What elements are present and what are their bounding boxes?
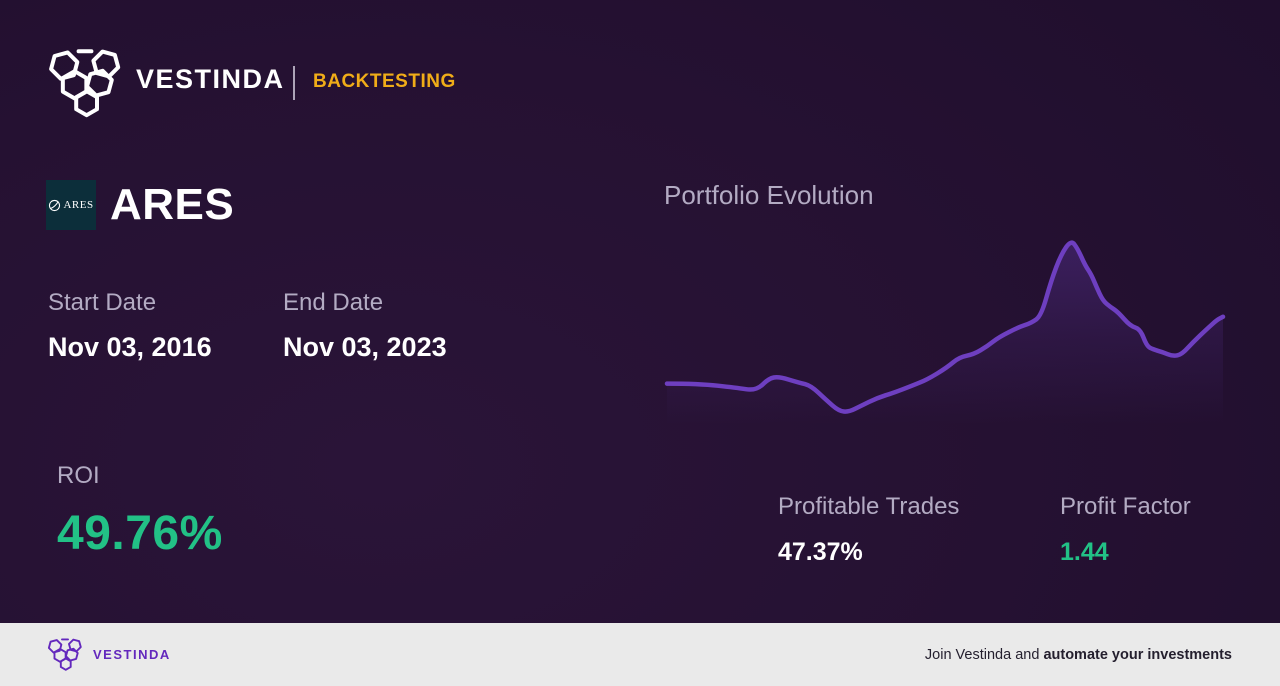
chart-line [664,240,1226,414]
footer-cta-bold: automate your investments [1043,646,1232,663]
portfolio-evolution-chart [664,228,1226,440]
roi-block: ROI 49.76% [57,462,223,561]
start-date-label: Start Date [48,289,157,316]
roi-value: 49.76% [57,507,223,560]
profit-factor-label: Profit Factor [1060,493,1191,520]
brand-wordmark: VESTINDA [136,64,285,94]
start-date-block: Start Date Nov 03, 2016 [48,289,283,363]
end-date-value: Nov 03, 2023 [283,332,447,362]
footer: VESTINDA Join Vestinda and automate your… [0,623,1280,686]
footer-cta-text: Join Vestinda and automate your investme… [925,647,1232,663]
backtesting-badge: BACKTESTING [313,71,456,92]
end-date-block: End Date Nov 03, 2023 [283,289,518,363]
start-date-value: Nov 03, 2016 [48,332,212,362]
portfolio-chart-svg [664,240,1226,440]
roi-label: ROI [57,462,100,489]
asset-symbol-title: ARES [110,180,235,229]
end-date-label: End Date [283,289,384,316]
profitable-trades-label: Profitable Trades [778,493,960,520]
date-range: Start Date Nov 03, 2016 End Date Nov 03,… [48,289,518,363]
footer-brand-wordmark: VESTINDA [93,647,171,662]
profit-factor-value: 1.44 [1060,538,1109,566]
profitable-trades-block: Profitable Trades 47.37% [778,493,959,567]
header-divider [293,66,295,100]
footer-cta-regular: Join Vestinda and [924,646,1044,663]
vestinda-footer-logo-icon [46,636,84,674]
ares-logo-text: ARES [63,199,94,211]
portfolio-evolution-title: Portfolio Evolution [664,180,874,210]
ares-leaf-icon [49,199,61,211]
profitable-trades-value: 47.37% [778,538,863,566]
profit-factor-block: Profit Factor 1.44 [1060,493,1191,567]
chart-area-fill [667,242,1223,440]
ares-company-logo: ARES [46,180,96,230]
asset-row: ARES ARES [46,180,234,230]
vestinda-logo-icon [45,44,125,124]
